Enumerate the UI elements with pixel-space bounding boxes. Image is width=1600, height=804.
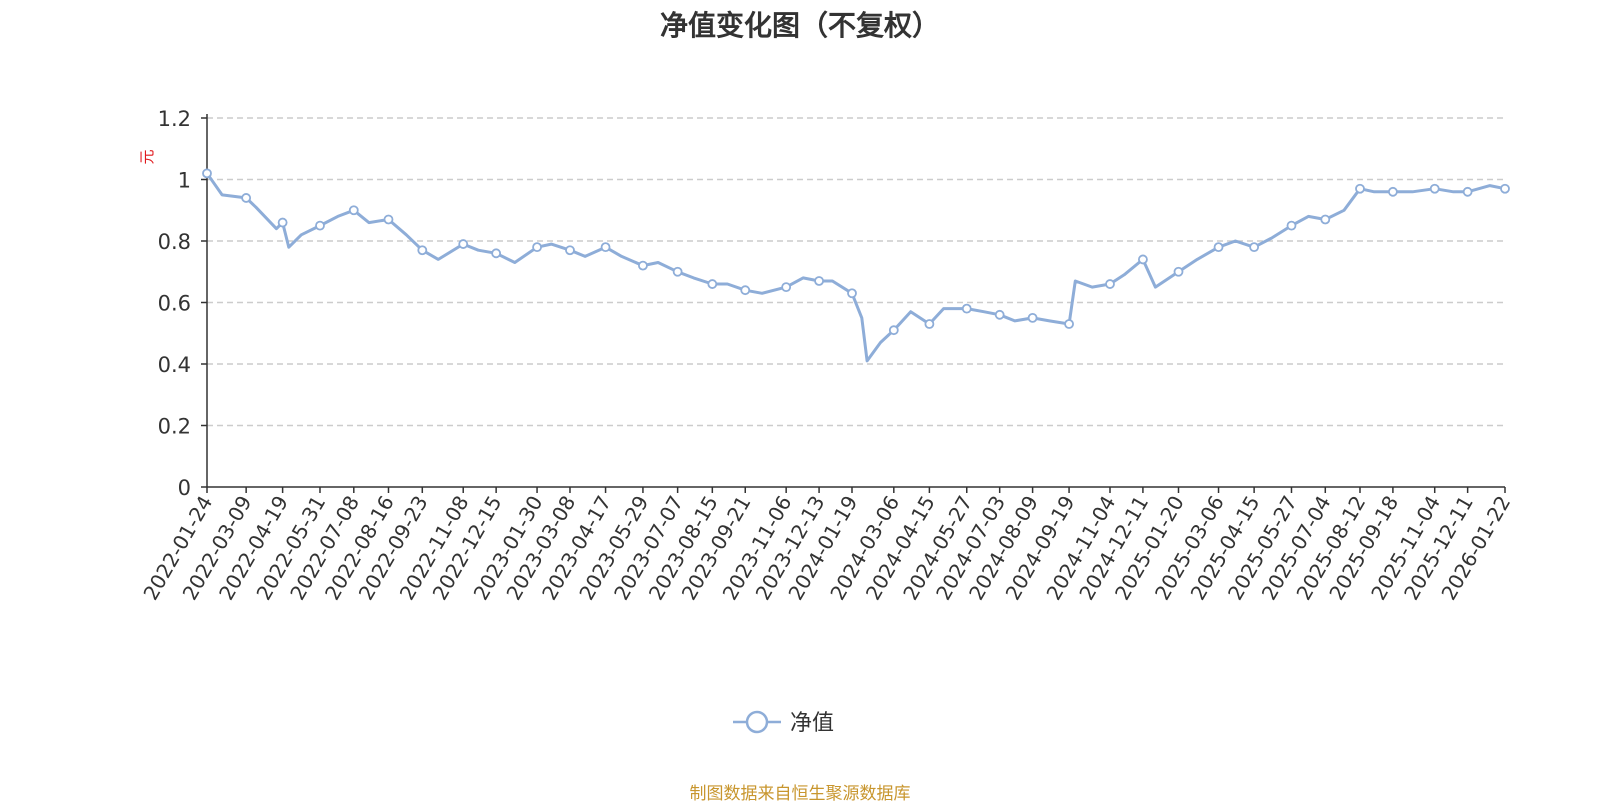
data-point[interactable]: [1064, 319, 1074, 329]
y-tick-label: 0.6: [158, 292, 191, 316]
data-point[interactable]: [1320, 214, 1331, 225]
data-point[interactable]: [348, 205, 359, 216]
legend-label: 净值: [790, 711, 834, 736]
data-point[interactable]: [565, 245, 575, 256]
data-point[interactable]: [241, 193, 252, 203]
y-tick-labels: 0 0.2 0.4 0.6 0.8 1 1.2: [158, 107, 191, 500]
y-tick-label: 0.4: [158, 353, 191, 377]
data-point[interactable]: [1138, 254, 1148, 265]
data-point[interactable]: [1286, 220, 1297, 231]
data-point[interactable]: [1462, 186, 1473, 197]
data-point[interactable]: [924, 319, 935, 329]
data-point[interactable]: [202, 168, 212, 179]
chart-title: 净值变化图（不复权）: [659, 9, 940, 42]
data-point[interactable]: [1249, 242, 1260, 253]
y-axis-unit: 元: [138, 149, 156, 164]
data-point[interactable]: [961, 303, 972, 314]
data-point[interactable]: [1213, 242, 1224, 253]
y-tick-label: 0: [178, 476, 191, 500]
data-point[interactable]: [638, 260, 648, 271]
data-point[interactable]: [491, 248, 502, 259]
series-line: [205, 171, 1507, 363]
data-point[interactable]: [458, 239, 469, 249]
data-point[interactable]: [383, 214, 394, 225]
data-point[interactable]: [994, 309, 1005, 320]
y-tick-label: 0.8: [158, 230, 191, 254]
data-point[interactable]: [1027, 312, 1038, 323]
y-tick-label: 0.2: [158, 415, 191, 439]
data-point[interactable]: [315, 220, 325, 231]
data-point[interactable]: [1105, 279, 1115, 289]
data-point[interactable]: [814, 276, 824, 286]
data-point[interactable]: [672, 266, 683, 277]
data-point[interactable]: [1388, 186, 1398, 197]
data-point[interactable]: [532, 242, 542, 253]
data-point[interactable]: [781, 282, 792, 293]
data-point[interactable]: [740, 285, 751, 296]
data-point[interactable]: [417, 245, 428, 256]
y-tick-label: 1: [178, 169, 191, 193]
data-point[interactable]: [1355, 183, 1365, 194]
axes: [201, 114, 1506, 493]
y-tick-label: 1.2: [158, 107, 191, 131]
legend[interactable]: 净值: [733, 710, 834, 736]
data-point[interactable]: [1500, 183, 1510, 194]
data-point[interactable]: [888, 325, 899, 336]
data-point[interactable]: [600, 242, 611, 253]
data-point[interactable]: [1429, 183, 1440, 194]
grid-lines: [207, 117, 1505, 427]
x-tick-labels: 2022-01-242022-03-092022-04-192022-05-31…: [138, 492, 1515, 605]
data-point[interactable]: [707, 279, 718, 289]
data-point[interactable]: [847, 288, 857, 299]
data-point[interactable]: [277, 217, 288, 228]
legend-circle-icon: [745, 710, 769, 734]
data-point[interactable]: [1173, 266, 1184, 277]
source-note: 制图数据来自恒生聚源数据库: [689, 784, 911, 804]
series-layer: [202, 168, 1510, 363]
